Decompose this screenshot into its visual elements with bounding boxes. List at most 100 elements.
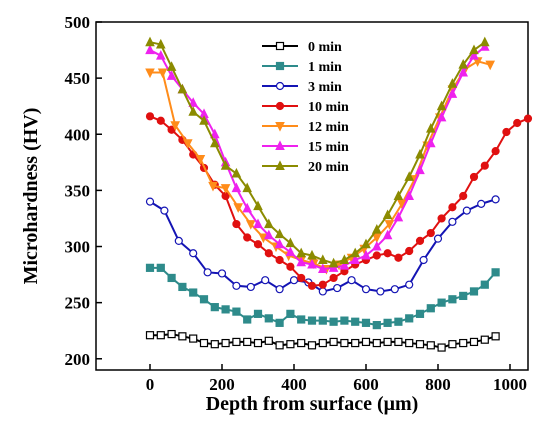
data-point-1-min	[426, 304, 435, 313]
data-point-0-min	[243, 337, 252, 347]
data-point-15-min	[145, 44, 155, 55]
data-point-15-min	[274, 238, 285, 249]
data-point-15-min	[361, 249, 371, 260]
data-point-15-min	[458, 66, 469, 77]
data-point-0-min	[189, 334, 198, 343]
data-point-3-min	[390, 285, 399, 294]
legend-marker-0-min	[275, 41, 285, 51]
legend-label-12-min: 12 min	[308, 120, 349, 135]
data-point-20-min	[415, 148, 425, 159]
data-point-1-min	[340, 316, 349, 325]
data-point-0-min	[297, 338, 306, 348]
y-tick-label: 200	[65, 350, 91, 369]
legend-marker-3-min	[275, 81, 285, 91]
y-tick-label: 450	[65, 69, 91, 88]
data-point-1-min	[480, 280, 489, 289]
data-point-0-min	[199, 338, 209, 348]
data-point-3-min	[361, 285, 371, 294]
data-point-3-min	[289, 276, 299, 285]
data-point-3-min	[145, 197, 155, 206]
data-point-20-min	[339, 254, 350, 264]
data-point-1-min	[415, 309, 425, 318]
data-point-15-min	[382, 229, 393, 240]
data-point-15-min	[307, 258, 317, 269]
data-point-20-min	[371, 224, 382, 234]
data-point-20-min	[361, 238, 371, 249]
data-point-1-min	[264, 314, 273, 323]
legend-label-20-min: 20 min	[308, 160, 349, 175]
data-point-1-min	[297, 315, 306, 324]
data-point-12-min	[485, 60, 496, 71]
data-point-10-min	[286, 262, 295, 271]
legend-item-15-min: 15 min	[262, 140, 349, 155]
data-point-20-min	[317, 254, 328, 264]
data-point-1-min	[372, 320, 381, 330]
data-point-10-min	[307, 281, 317, 290]
data-point-20-min	[220, 160, 231, 170]
y-tick-label: 300	[65, 238, 91, 257]
data-point-1-min	[307, 316, 317, 325]
data-point-0-min	[340, 338, 349, 348]
data-point-20-min	[296, 247, 307, 258]
legend-item-20-min: 20 min	[262, 160, 349, 175]
data-point-10-min	[318, 280, 327, 289]
data-point-15-min	[285, 246, 296, 257]
x-tick-label: 400	[281, 375, 307, 394]
data-point-10-min	[383, 249, 392, 258]
data-point-0-min	[264, 336, 273, 345]
data-point-20-min	[479, 36, 490, 47]
data-point-15-min	[469, 50, 479, 60]
data-point-0-min	[156, 331, 165, 340]
data-point-10-min	[426, 228, 435, 238]
data-point-1-min	[405, 314, 414, 323]
data-point-3-min	[174, 236, 183, 246]
data-point-20-min	[393, 190, 404, 200]
data-point-15-min	[350, 254, 361, 264]
data-point-0-min	[318, 338, 327, 348]
data-point-12-min	[157, 68, 168, 79]
x-tick-label: 200	[209, 375, 235, 394]
data-point-15-min	[253, 218, 263, 229]
data-point-20-min	[274, 228, 285, 239]
data-point-3-min	[491, 195, 500, 204]
data-point-15-min	[371, 240, 382, 251]
data-point-20-min	[425, 123, 436, 133]
data-point-1-min	[221, 305, 230, 314]
data-point-3-min	[232, 281, 241, 290]
data-point-20-min	[253, 200, 263, 211]
data-point-0-min	[361, 337, 371, 347]
data-point-3-min	[318, 287, 327, 296]
data-point-0-min	[405, 338, 414, 348]
data-point-0-min	[232, 337, 241, 347]
data-point-0-min	[178, 332, 187, 341]
data-point-3-min	[448, 217, 457, 226]
legend-marker-20-min	[275, 160, 285, 170]
data-point-3-min	[261, 276, 270, 285]
data-point-12-min	[245, 220, 256, 230]
data-point-3-min	[462, 206, 471, 215]
data-point-15-min	[447, 88, 458, 98]
data-point-15-min	[425, 137, 436, 148]
data-point-20-min	[166, 61, 177, 71]
data-point-3-min	[217, 269, 227, 278]
legend-item-12-min: 12 min	[262, 120, 349, 135]
data-point-12-min	[170, 121, 181, 131]
data-point-3-min	[419, 255, 428, 265]
data-point-12-min	[220, 184, 231, 194]
legend-marker-12-min	[275, 122, 285, 132]
axis-ticks: 0 200 400 600 800 1000 200 250 300 350 400 450 500	[65, 13, 528, 394]
legend-label-10-min: 10 min	[308, 100, 349, 115]
data-point-1-min	[459, 291, 468, 301]
legend-label-15-min: 15 min	[308, 140, 349, 155]
data-point-1-min	[361, 318, 371, 327]
data-point-20-min	[350, 247, 361, 258]
data-point-1-min	[448, 295, 457, 304]
data-point-10-min	[480, 161, 489, 170]
data-point-20-min	[469, 44, 479, 55]
data-point-20-min	[231, 167, 242, 178]
data-point-20-min	[404, 171, 415, 181]
data-point-0-min	[329, 337, 338, 347]
data-point-1-min	[351, 317, 360, 326]
data-point-3-min	[433, 234, 443, 243]
legend-marker-15-min	[275, 140, 285, 150]
